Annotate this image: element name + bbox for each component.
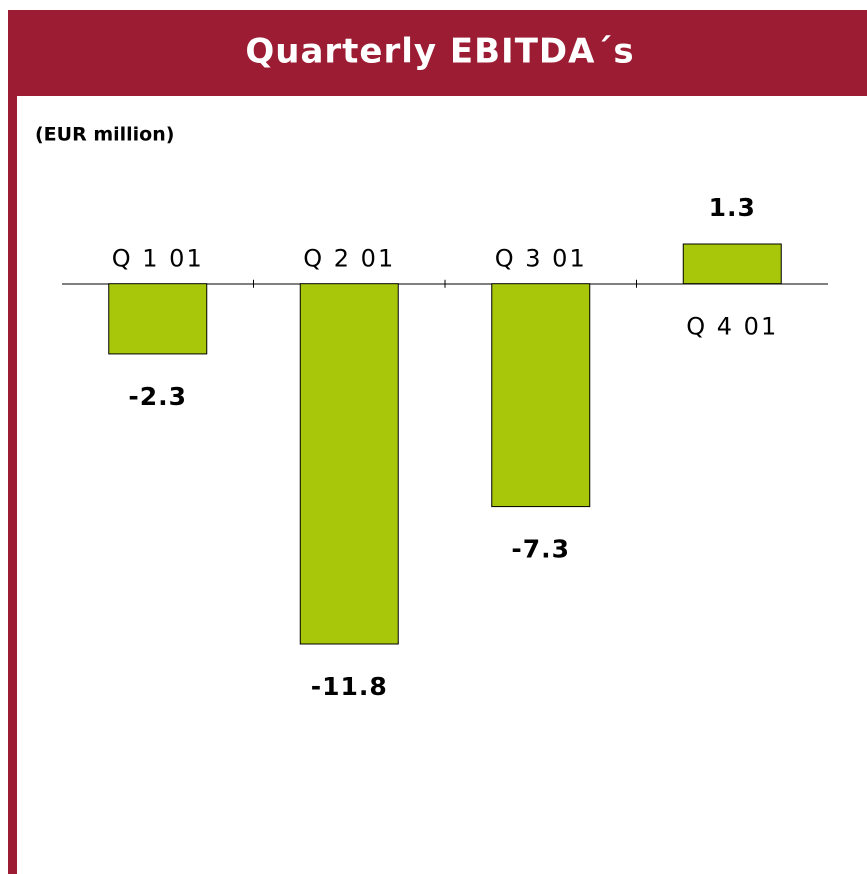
chart-title: Quarterly EBITDA´s [245, 32, 634, 72]
header-band [8, 10, 867, 96]
value-label: -11.8 [311, 672, 388, 701]
category-label: Q 3 01 [495, 245, 587, 273]
bar [491, 283, 591, 508]
value-label: 1.3 [709, 193, 756, 222]
category-label: Q 2 01 [303, 245, 395, 273]
left-border [8, 10, 17, 874]
subtitle: (EUR million) [35, 124, 174, 146]
category-label: Q 1 01 [112, 245, 204, 273]
bar [108, 283, 208, 355]
bar [299, 283, 399, 645]
category-label: Q 4 01 [686, 313, 778, 341]
bar [682, 243, 782, 285]
value-label: -2.3 [128, 382, 187, 411]
value-label: -7.3 [511, 535, 570, 564]
